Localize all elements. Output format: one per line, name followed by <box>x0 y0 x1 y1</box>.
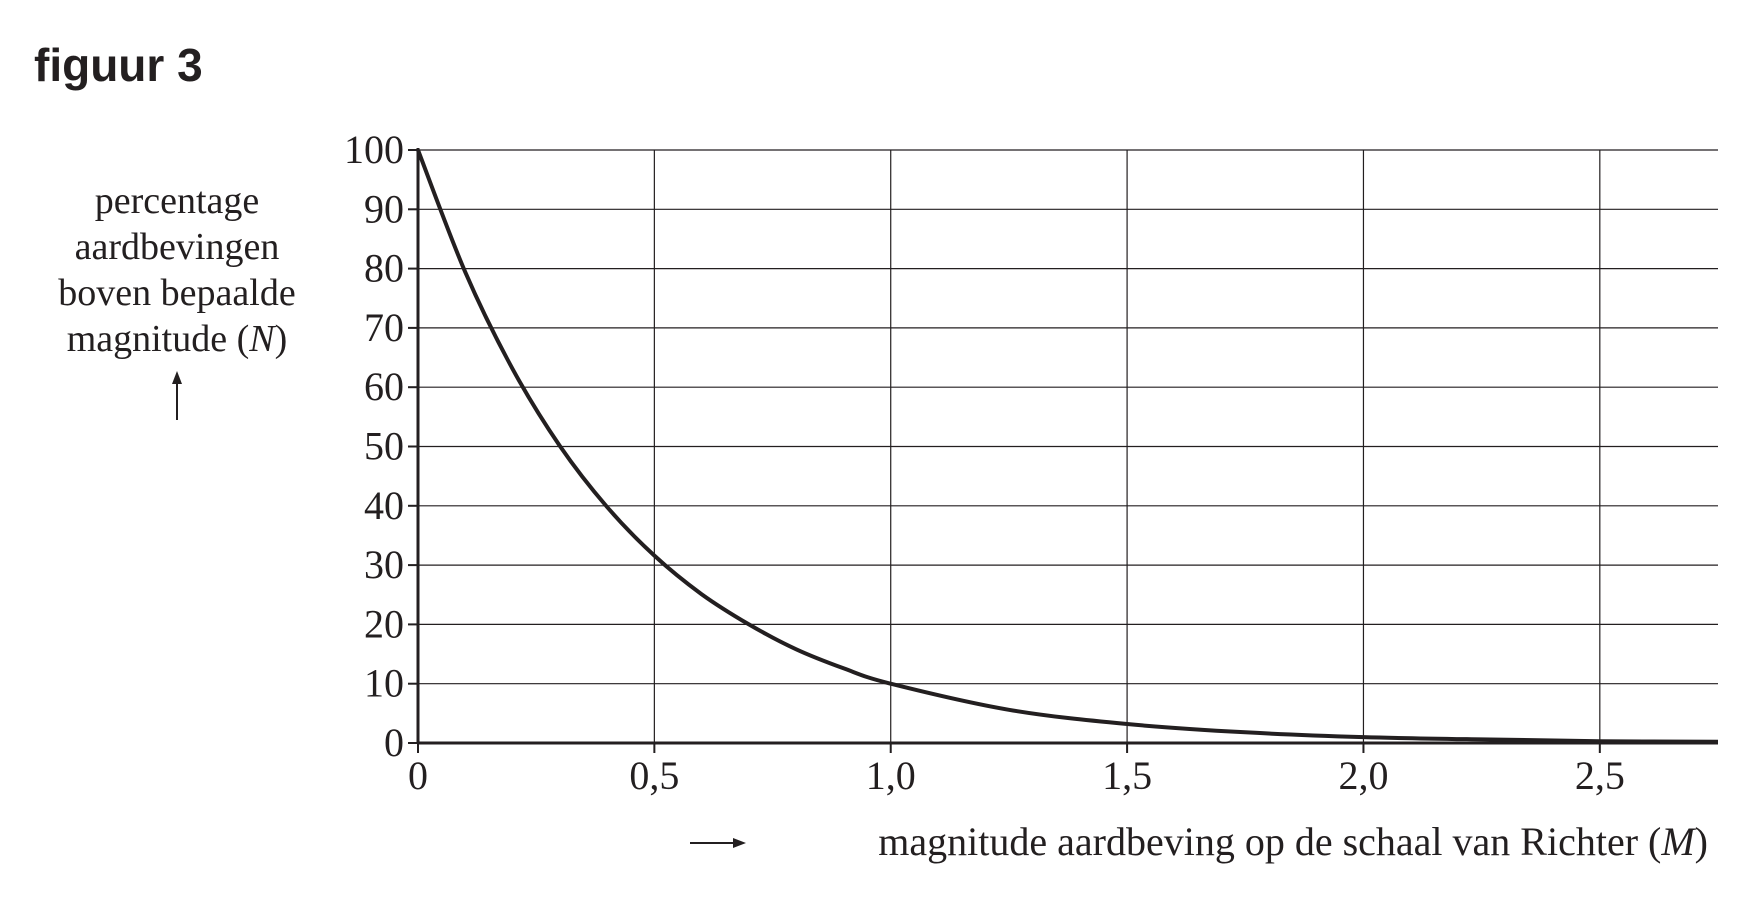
y-tick-labels: 0 10 20 30 40 50 60 70 80 90 100 <box>344 127 404 765</box>
y-axis-arrow-icon <box>172 371 182 420</box>
x-tick-label: 1,5 <box>1102 753 1152 798</box>
y-tick-label: 30 <box>364 542 404 587</box>
y-tick-label: 10 <box>364 661 404 706</box>
y-axis-label-line-3: boven bepaalde <box>58 272 295 314</box>
x-axis-label-text: magnitude aardbeving op de schaal van Ri… <box>878 819 1708 864</box>
y-tick-label: 20 <box>364 601 404 646</box>
x-tick-label: 0 <box>408 753 428 798</box>
x-tick-label: 1,0 <box>866 753 916 798</box>
x-axis-arrow-icon <box>690 838 746 848</box>
x-tick-labels: 0 0,5 1,0 1,5 2,0 2,5 <box>408 753 1625 798</box>
grid-lines <box>418 149 1718 743</box>
y-tick-label: 80 <box>364 246 404 291</box>
y-axis-label-line-1: percentage <box>95 180 260 222</box>
axes <box>408 148 1718 753</box>
x-tick-label: 2,0 <box>1338 753 1388 798</box>
y-tick-label: 70 <box>364 305 404 350</box>
x-tick-label: 0,5 <box>629 753 679 798</box>
x-axis-label: magnitude aardbeving op de schaal van Ri… <box>690 819 1708 864</box>
y-tick-label: 50 <box>364 424 404 469</box>
figure-label: figuur 3 <box>34 39 203 91</box>
x-tick-label: 2,5 <box>1575 753 1625 798</box>
y-tick-label: 60 <box>364 364 404 409</box>
y-tick-label: 0 <box>384 720 404 765</box>
y-tick-label: 100 <box>344 127 404 172</box>
y-tick-label: 40 <box>364 483 404 528</box>
y-axis-label-line-2: aardbevingen <box>75 226 280 268</box>
y-axis-label: percentage aardbevingen boven bepaalde m… <box>58 180 296 420</box>
data-curve <box>416 149 1719 744</box>
y-axis-label-line-4: magnitude (N) <box>67 318 288 360</box>
y-tick-label: 90 <box>364 186 404 231</box>
